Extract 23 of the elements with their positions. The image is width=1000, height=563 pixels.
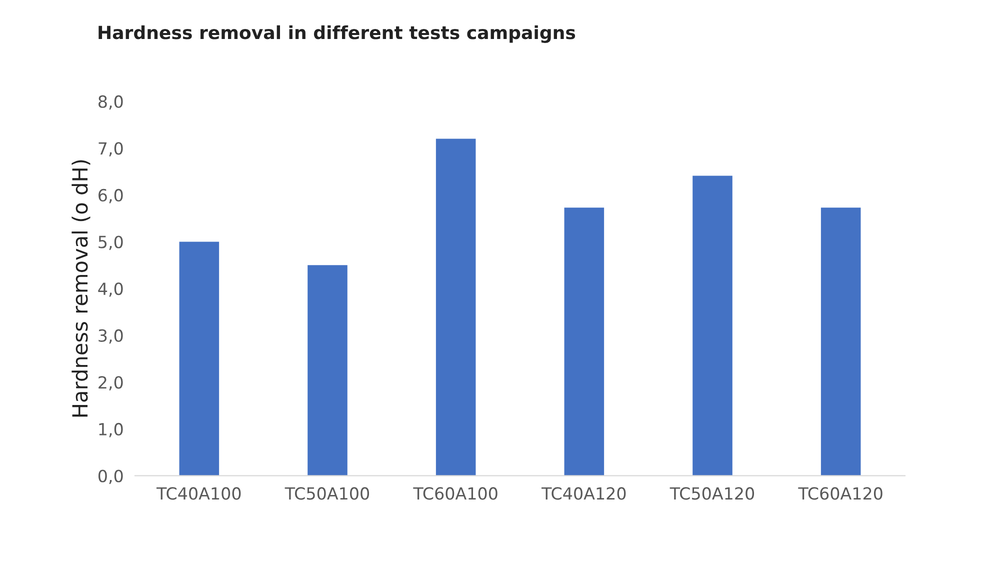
bar [308, 265, 348, 476]
x-tick-label: TC40A120 [541, 487, 626, 500]
y-tick-label: 3,0 [98, 329, 123, 344]
y-tick-label: 4,0 [98, 282, 123, 297]
y-tick-label: 8,0 [98, 95, 123, 110]
y-axis-title: Hardness removal (o dH) [72, 160, 90, 417]
chart-title: Hardness removal in different tests campaigns [98, 25, 576, 43]
y-tick-label: 0,0 [98, 470, 123, 484]
bar [692, 176, 732, 476]
x-tick-label: TC40A100 [156, 487, 241, 500]
x-tick-label: TC60A120 [798, 487, 882, 500]
bar [820, 208, 861, 476]
x-tick-label: TC50A100 [284, 487, 370, 500]
y-tick-label: 2,0 [98, 376, 123, 390]
bar [436, 138, 476, 476]
bar [564, 208, 604, 476]
y-tick-label: 1,0 [99, 422, 123, 438]
x-tick-label: TC60A100 [413, 487, 498, 500]
x-tick-label: TC50A120 [670, 487, 754, 500]
y-tick-label: 7,0 [98, 142, 123, 156]
y-tick-label: 5,0 [98, 236, 123, 250]
bar [179, 242, 220, 476]
y-tick-label: 6,0 [98, 188, 123, 204]
